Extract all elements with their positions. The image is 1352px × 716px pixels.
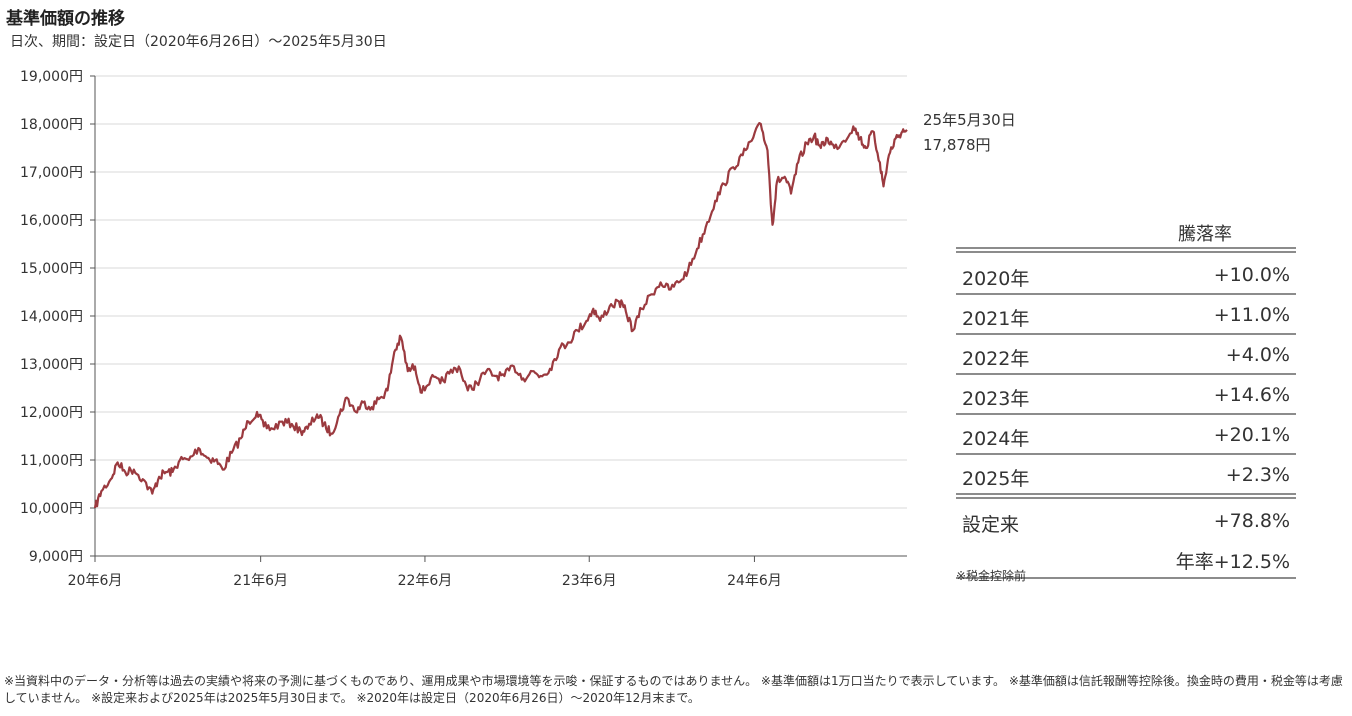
end-date-label: 25年5月30日 — [923, 111, 1016, 129]
returns-row-2025: 2025年 +2.3% — [956, 455, 1296, 493]
returns-table-header: 騰落率 — [1178, 224, 1232, 245]
row-label: 2025年 — [962, 468, 1030, 490]
end-value-label: 17,878円 — [923, 136, 991, 154]
row-value: +20.1% — [1213, 424, 1290, 446]
row-label: 設定来 — [962, 514, 1020, 536]
returns-row-since-inception: 設定来 +78.8% — [956, 501, 1296, 539]
y-tick-label: 12,000円 — [20, 405, 83, 421]
row-value: +4.0% — [1225, 344, 1290, 366]
y-tick-label: 11,000円 — [20, 453, 83, 469]
y-axis: 9,000円 10,000円 11,000円 12,000円 13,000円 14,000… — [20, 69, 96, 565]
y-tick-label: 17,000円 — [20, 165, 83, 181]
row-label: 2021年 — [962, 308, 1030, 330]
row-label: 2024年 — [962, 428, 1030, 450]
table-double-rule — [956, 493, 1296, 499]
returns-row-2022: 2022年 +4.0% — [956, 335, 1296, 375]
y-tick-label: 19,000円 — [20, 69, 83, 85]
returns-row-2020: 2020年 +10.0% — [956, 255, 1296, 295]
annualized-return: 年率+12.5% — [956, 539, 1296, 579]
x-tick-label: 23年6月 — [562, 573, 617, 589]
returns-table: 2020年 +10.0% 2021年 +11.0% 2022年 +4.0% 20… — [956, 247, 1296, 579]
footnote: ※当資料中のデータ・分析等は過去の実績や将来の予測に基づくものであり、運用成果や… — [4, 674, 1343, 705]
chart-subtitle: 日次、期間：設定日（2020年6月26日）〜2025年5月30日 — [10, 34, 387, 50]
returns-row-2021: 2021年 +11.0% — [956, 295, 1296, 335]
nav-line-chart: 9,000円 10,000円 11,000円 12,000円 13,000円 14,000… — [20, 69, 908, 589]
tax-note: ※税金控除前 — [956, 569, 1027, 583]
series-layer — [93, 122, 908, 509]
x-axis: 20年6月 21年6月 22年6月 23年6月 24年6月 — [68, 555, 907, 589]
chart-title: 基準価額の推移 — [6, 9, 125, 29]
nav-series-line — [93, 122, 908, 509]
row-value: +14.6% — [1213, 384, 1290, 406]
y-tick-label: 13,000円 — [20, 357, 83, 373]
x-tick-label: 22年6月 — [398, 573, 453, 589]
y-tick-label: 9,000円 — [29, 549, 83, 565]
row-label: 2022年 — [962, 348, 1030, 370]
row-value: +10.0% — [1213, 264, 1290, 286]
row-value: +11.0% — [1213, 304, 1290, 326]
y-tick-label: 15,000円 — [20, 261, 83, 277]
annualized-value: 年率+12.5% — [1175, 551, 1290, 573]
row-value: +78.8% — [1213, 510, 1290, 532]
row-value: +2.3% — [1225, 464, 1290, 486]
y-tick-label: 14,000円 — [20, 309, 83, 325]
row-label: 2020年 — [962, 268, 1030, 290]
returns-row-2024: 2024年 +20.1% — [956, 415, 1296, 455]
row-label: 2023年 — [962, 388, 1030, 410]
y-tick-label: 16,000円 — [20, 213, 83, 229]
x-tick-label: 21年6月 — [233, 573, 288, 589]
table-top-rule — [956, 247, 1296, 253]
x-tick-label: 24年6月 — [727, 573, 782, 589]
returns-row-2023: 2023年 +14.6% — [956, 375, 1296, 415]
y-tick-label: 10,000円 — [20, 501, 83, 517]
y-tick-label: 18,000円 — [20, 117, 83, 133]
x-tick-label: 20年6月 — [68, 573, 123, 589]
chart-gridlines — [95, 75, 907, 509]
